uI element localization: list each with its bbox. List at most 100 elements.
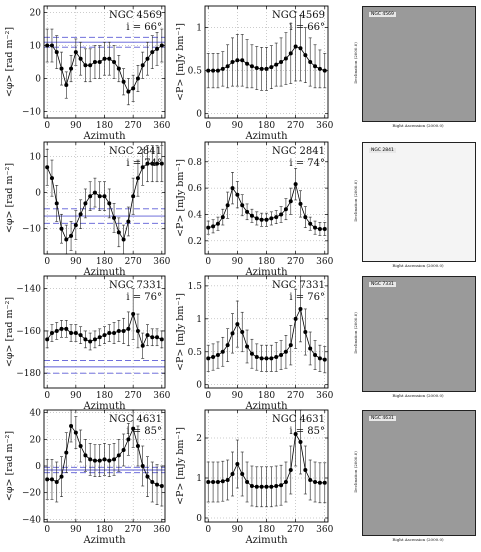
data-point bbox=[131, 194, 136, 199]
data-point bbox=[159, 43, 164, 48]
data-point bbox=[230, 186, 235, 191]
image-label: NGC 4631 bbox=[369, 416, 396, 421]
x-tick-label: 270 bbox=[125, 257, 142, 267]
data-point bbox=[159, 337, 164, 342]
y-tick-label: 0.5 bbox=[188, 348, 203, 358]
data-point bbox=[121, 237, 126, 242]
galaxy-name: NGC 7331 bbox=[109, 280, 162, 291]
data-point bbox=[92, 458, 97, 463]
data-point bbox=[121, 328, 126, 333]
data-point bbox=[64, 326, 69, 331]
data-point bbox=[78, 56, 83, 61]
data-point bbox=[225, 203, 230, 208]
data-point bbox=[264, 484, 269, 489]
data-point bbox=[140, 343, 145, 348]
y-tick-label: 0 bbox=[196, 381, 202, 391]
data-point bbox=[107, 56, 112, 61]
data-point bbox=[83, 453, 88, 458]
data-point bbox=[235, 462, 240, 466]
x-tick-label: 90 bbox=[70, 257, 82, 267]
data-point bbox=[49, 477, 54, 482]
data-point bbox=[313, 64, 318, 69]
data-point bbox=[145, 333, 150, 338]
data-point bbox=[135, 176, 140, 181]
y-axis-label: <P> [mJy bm⁻¹] bbox=[175, 293, 186, 371]
data-point bbox=[283, 56, 288, 61]
x-axis-label: Azimuth bbox=[244, 535, 288, 546]
y-tick-label: 0 bbox=[196, 110, 202, 120]
galaxy-name: NGC 2841 bbox=[109, 146, 162, 157]
data-point bbox=[45, 165, 50, 170]
data-point bbox=[317, 226, 322, 231]
inclination-label: i = 85° bbox=[289, 426, 325, 437]
data-point bbox=[249, 484, 254, 488]
x-tick-label: 90 bbox=[70, 525, 82, 535]
data-point bbox=[78, 444, 83, 448]
image-x-axis-label: Right Ascension (2000.0) bbox=[392, 537, 444, 542]
y-tick-label: 20 bbox=[30, 9, 42, 19]
x-tick-label: 90 bbox=[70, 391, 82, 401]
x-tick-label: 360 bbox=[153, 525, 170, 535]
data-point bbox=[206, 356, 211, 361]
data-point bbox=[211, 224, 216, 229]
x-tick-label: 270 bbox=[287, 121, 304, 131]
data-point bbox=[159, 484, 164, 488]
x-axis-label: Azimuth bbox=[82, 535, 126, 546]
data-point bbox=[116, 230, 121, 235]
data-point bbox=[288, 468, 293, 472]
data-point bbox=[254, 66, 259, 71]
image-panel-ngc4569: NGC 4569 bbox=[362, 6, 476, 122]
chart-7 bbox=[204, 409, 329, 523]
data-point bbox=[97, 458, 102, 463]
chart-4 bbox=[43, 275, 166, 389]
chart-2 bbox=[43, 141, 166, 255]
data-point bbox=[102, 457, 107, 462]
data-point bbox=[298, 306, 303, 311]
y-tick-label: −40 bbox=[22, 515, 41, 525]
data-point bbox=[254, 216, 259, 221]
x-tick-label: 270 bbox=[287, 391, 304, 401]
galaxy-name: NGC 4631 bbox=[272, 414, 325, 425]
data-point bbox=[322, 480, 327, 485]
x-tick-label: 180 bbox=[96, 525, 113, 535]
x-tick-label: 180 bbox=[258, 257, 275, 267]
data-point bbox=[308, 346, 313, 351]
y-tick-label: −180 bbox=[16, 369, 41, 379]
data-point bbox=[254, 484, 259, 489]
x-tick-label: 0 bbox=[205, 525, 211, 535]
y-axis-label: <P> [mJy bm⁻¹] bbox=[175, 23, 186, 101]
data-point bbox=[235, 322, 240, 327]
data-point bbox=[150, 161, 155, 166]
data-point bbox=[150, 480, 155, 484]
data-point bbox=[97, 335, 102, 340]
data-point bbox=[269, 356, 274, 361]
image-y-axis-label: Declination (2000.0) bbox=[353, 180, 358, 222]
data-point bbox=[303, 468, 308, 472]
data-point bbox=[240, 330, 245, 334]
data-point bbox=[269, 216, 274, 221]
data-point bbox=[155, 46, 160, 51]
x-tick-label: 180 bbox=[258, 525, 275, 535]
data-point bbox=[254, 355, 259, 360]
data-point bbox=[322, 68, 327, 73]
x-tick-label: 360 bbox=[153, 121, 170, 131]
chart-5 bbox=[204, 275, 329, 389]
data-point bbox=[73, 223, 78, 228]
data-point bbox=[274, 215, 279, 220]
y-tick-label: 0 bbox=[35, 189, 41, 199]
data-point bbox=[293, 316, 298, 321]
data-point bbox=[83, 201, 88, 206]
chart-1 bbox=[204, 5, 329, 119]
data-point bbox=[298, 46, 303, 51]
data-point bbox=[288, 343, 293, 348]
data-point bbox=[73, 331, 78, 336]
x-tick-label: 0 bbox=[44, 391, 50, 401]
data-point bbox=[54, 480, 59, 484]
data-point bbox=[211, 480, 216, 484]
y-tick-label: 2 bbox=[196, 434, 202, 444]
data-point bbox=[59, 66, 64, 71]
data-point bbox=[225, 64, 230, 69]
y-axis-label: <φ> [rad m⁻²] bbox=[4, 431, 15, 501]
x-tick-label: 360 bbox=[316, 391, 333, 401]
data-point bbox=[220, 215, 225, 220]
